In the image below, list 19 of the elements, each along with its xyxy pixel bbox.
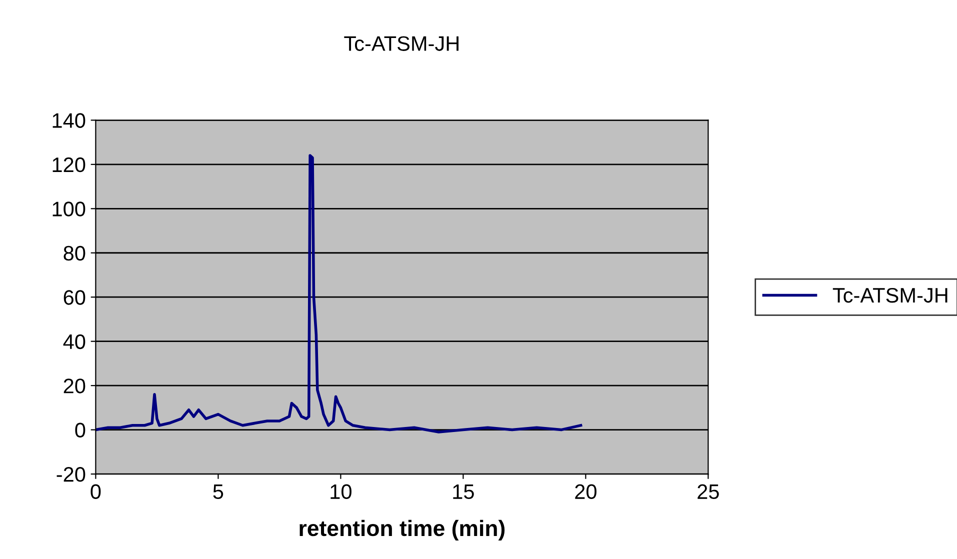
- y-tick-label: 0: [75, 422, 86, 438]
- x-tick-label: 15: [453, 484, 474, 500]
- x-tick-label: 0: [90, 484, 101, 500]
- y-tick-label: -20: [56, 467, 86, 482]
- legend-label: Tc-ATSM-JH: [832, 288, 948, 303]
- line-series: [96, 154, 582, 434]
- x-tick-label: 25: [698, 484, 719, 500]
- y-tick-label: 100: [52, 202, 86, 216]
- y-tick-label: 140: [52, 113, 86, 128]
- y-tick-label: 20: [64, 378, 86, 394]
- chart-title: Tc-ATSM-JH: [344, 36, 458, 51]
- x-axis-title: retention time (min): [300, 520, 505, 541]
- x-tick-label: 5: [213, 484, 224, 500]
- x-tick-label: 10: [330, 484, 352, 500]
- x-tick-label: 20: [575, 484, 596, 500]
- y-tick-label: 80: [64, 246, 86, 261]
- y-tick-label: 60: [64, 290, 86, 305]
- y-tick-label: 40: [63, 334, 86, 350]
- y-tick-label: 120: [52, 157, 86, 172]
